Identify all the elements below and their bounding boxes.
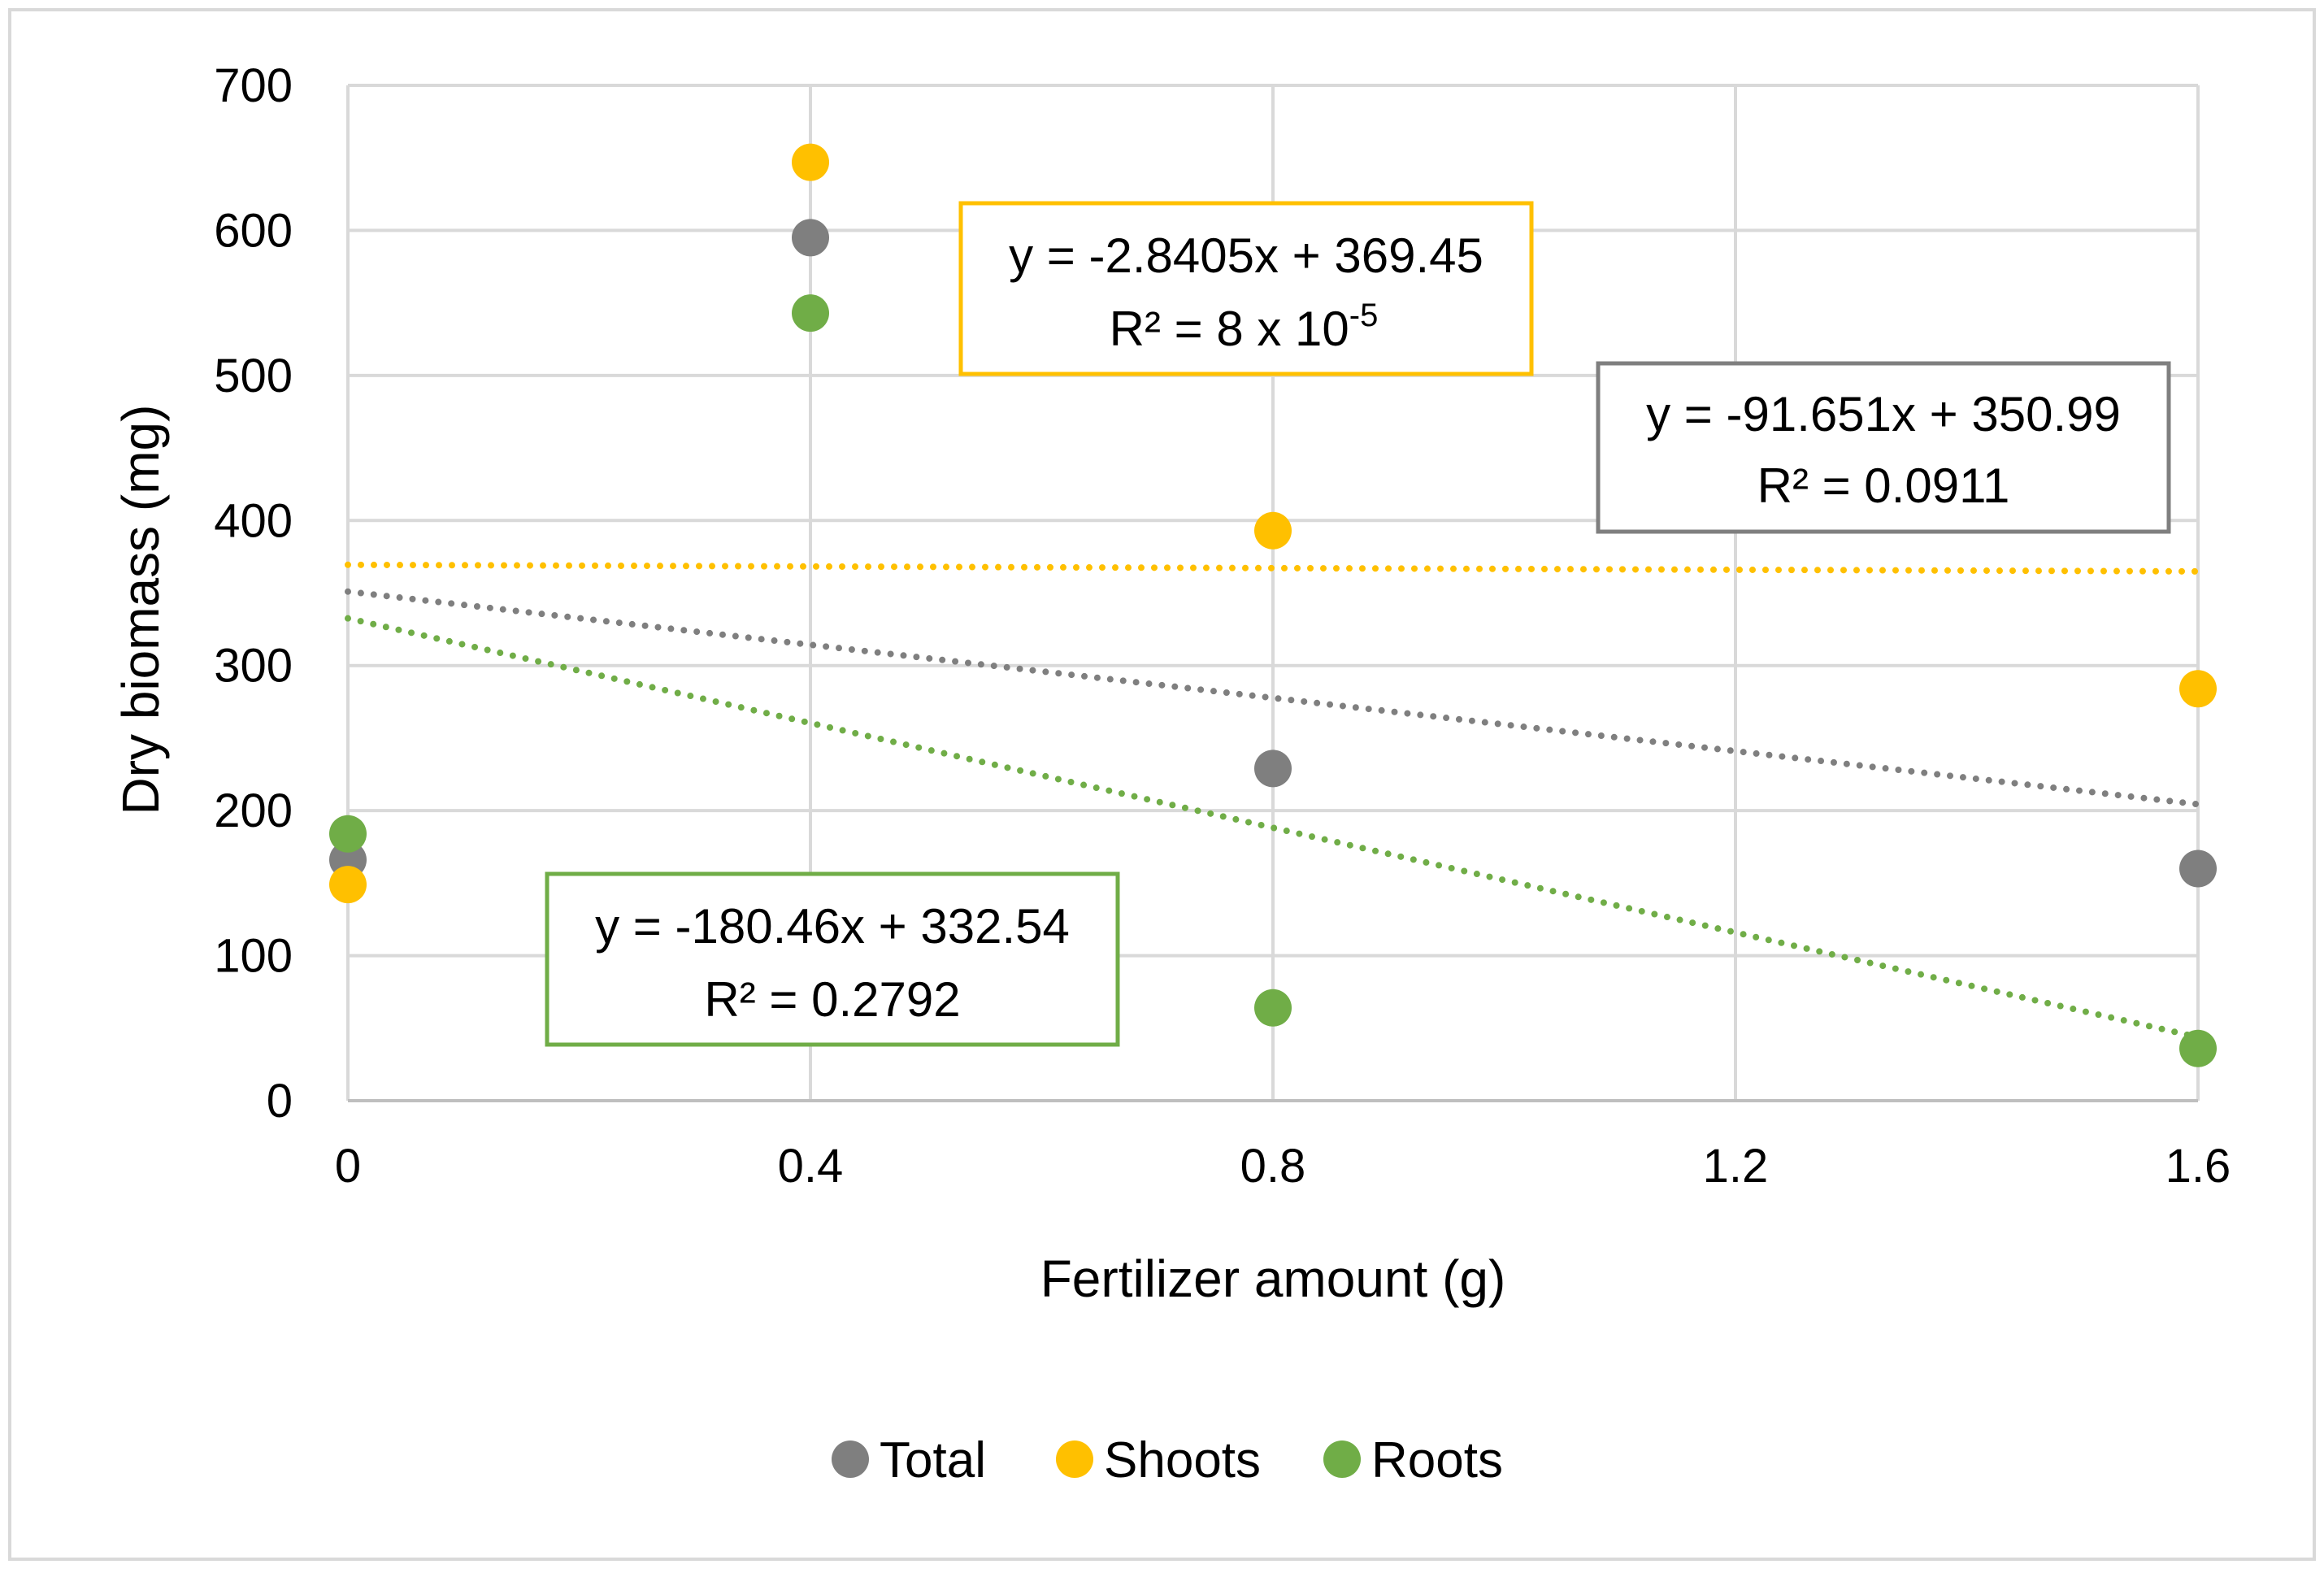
y-tick-label: 200 [214, 784, 293, 837]
y-tick-label: 100 [214, 930, 293, 983]
y-tick-label: 400 [214, 494, 293, 547]
y-tick-label: 600 [214, 204, 293, 257]
equation-box-shoots: y = -2.8405x + 369.45 R² = 8 x 10-5 [958, 201, 1534, 376]
equation-box-shoots-frame [958, 201, 1534, 376]
legend-item-roots: Roots [1323, 1432, 1503, 1488]
equation-box-total: y = -91.651x + 350.99 R² = 0.0911 [1596, 361, 2171, 534]
r2-shoots: R² = 8 x 10-5 [1110, 298, 1379, 356]
point-total [792, 219, 829, 257]
point-total [2179, 850, 2217, 888]
point-roots [1254, 989, 1292, 1027]
point-shoots [792, 143, 829, 181]
trendline-shoots [345, 561, 2201, 575]
legend-item-shoots: Shoots [1056, 1432, 1261, 1488]
r2-total: R² = 0.0911 [1757, 458, 2010, 513]
x-tick-label: 1.2 [1703, 1140, 1769, 1193]
r2-roots: R² = 0.2792 [704, 972, 960, 1027]
legend-label-shoots: Shoots [1104, 1432, 1261, 1488]
y-tick-label: 300 [214, 640, 293, 693]
point-roots [792, 294, 829, 332]
equation-roots: y = -180.46x + 332.54 [595, 899, 1070, 954]
equation-box-total-frame [1596, 361, 2171, 534]
legend-marker-roots [1323, 1440, 1361, 1478]
point-total [1254, 750, 1292, 788]
equation-box-roots-frame [545, 871, 1120, 1047]
data-points [329, 143, 2217, 1067]
x-tick-label: 0.4 [778, 1140, 844, 1193]
legend-marker-total [832, 1440, 869, 1478]
r2-shoots-text: R² = 8 x 10 [1110, 302, 1349, 356]
equation-shoots: y = -2.8405x + 369.45 [1009, 228, 1483, 283]
point-shoots [1254, 511, 1292, 550]
legend-marker-shoots [1056, 1440, 1093, 1478]
y-axis-title: Dry biomass (mg) [111, 405, 170, 815]
x-tick-label: 0.8 [1240, 1140, 1306, 1193]
x-tick-label: 1.6 [2165, 1140, 2231, 1193]
legend: Total Shoots Roots [832, 1432, 1503, 1488]
y-tick-label: 500 [214, 350, 293, 402]
equation-total: y = -91.651x + 350.99 [1646, 387, 2121, 441]
legend-item-total: Total [832, 1432, 986, 1488]
legend-label-roots: Roots [1371, 1432, 1503, 1488]
x-tick-label: 0 [335, 1140, 361, 1193]
equation-box-roots: y = -180.46x + 332.54 R² = 0.2792 [545, 871, 1120, 1047]
point-roots [2179, 1029, 2217, 1067]
tick-labels: 0 100 200 300 400 500 600 700 0 0.4 0.8 1.2 1.6 [214, 59, 2231, 1193]
point-roots [329, 815, 367, 853]
point-shoots [2179, 670, 2217, 708]
legend-label-total: Total [880, 1432, 986, 1488]
y-tick-label: 700 [214, 59, 293, 112]
trendlines [345, 561, 2201, 1041]
point-shoots [329, 866, 367, 904]
trendline-roots [345, 615, 2201, 1041]
r2-shoots-exponent: -5 [1349, 298, 1379, 333]
y-tick-label: 0 [267, 1075, 293, 1128]
trendline-total [345, 588, 2201, 808]
x-axis-title: Fertilizer amount (g) [1040, 1249, 1506, 1308]
